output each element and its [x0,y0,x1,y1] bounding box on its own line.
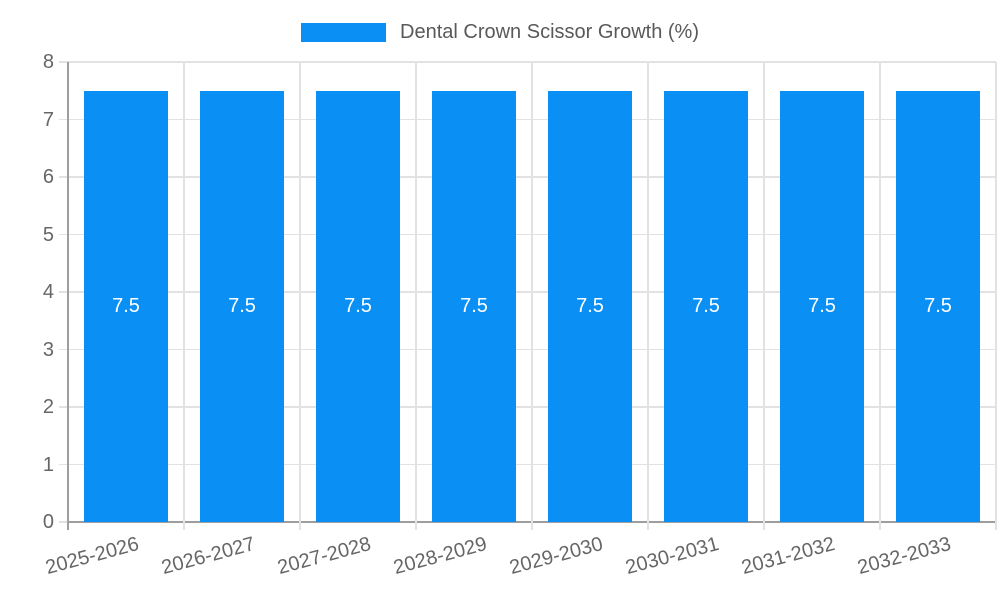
y-tick-mark [59,291,68,293]
y-tick-label: 3 [42,338,54,361]
x-tick-label: 2026-2027 [159,533,258,580]
v-gridline [299,62,301,522]
x-tick-label: 2030-2031 [623,533,722,580]
bar-value-label: 7.5 [692,294,720,317]
x-tick-mark [67,522,69,530]
bar: 7.5 [548,90,632,522]
v-gridline [183,62,185,522]
x-tick-label: 2029-2030 [507,533,606,580]
bar: 7.5 [664,90,748,522]
x-tick-mark [415,522,417,530]
y-tick-mark [59,118,68,121]
y-tick-mark [59,348,68,351]
bar-value-label: 7.5 [344,294,372,317]
y-tick-mark [59,521,68,523]
bar-value-label: 7.5 [808,294,836,317]
bar: 7.5 [896,90,980,522]
y-tick-mark [59,233,68,236]
y-tick-mark [59,176,68,178]
x-tick-mark [183,522,185,530]
chart-legend[interactable]: Dental Crown Scissor Growth (%) [0,20,1000,44]
y-tick-label: 1 [42,453,54,476]
legend-label: Dental Crown Scissor Growth (%) [400,21,699,43]
x-tick-label: 2031-2032 [739,533,838,580]
v-gridline [531,62,533,522]
x-tick-mark [299,522,301,530]
x-tick-label: 2025-2026 [43,533,142,580]
plot-area: 7.5 7.5 7.5 7.5 7.5 7.5 7.5 7.5 [59,61,997,530]
bar-value-label: 7.5 [228,294,256,317]
x-tick-label: 2032-2033 [855,533,954,580]
y-tick-label: 5 [42,223,54,246]
y-tick-label: 4 [42,281,54,303]
y-axis-line [67,62,69,522]
v-gridline [647,62,649,522]
bar-value-label: 7.5 [112,294,140,317]
x-tick-mark [763,522,765,530]
y-tick-label: 0 [42,511,54,533]
y-tick-label: 2 [42,396,54,418]
x-tick-mark [879,522,881,530]
y-tick-mark [59,463,68,466]
x-tick-mark [995,522,997,530]
v-gridline [879,62,881,522]
bar: 7.5 [200,90,284,522]
x-tick-mark [647,522,649,530]
x-tick-mark [531,522,533,530]
y-tick-label: 7 [42,108,54,131]
y-tick-label: 8 [42,51,54,73]
y-tick-mark [59,61,68,63]
y-tick-label: 6 [42,166,54,188]
bar: 7.5 [84,90,168,522]
bar-value-label: 7.5 [460,294,488,317]
x-tick-label: 2028-2029 [391,533,490,580]
bar: 7.5 [780,90,864,522]
bar: 7.5 [316,90,400,522]
y-tick-mark [59,406,68,408]
bar-value-label: 7.5 [576,294,604,317]
x-tick-label: 2027-2028 [275,533,374,580]
v-gridline [995,62,997,522]
v-gridline [763,62,765,522]
bar: 7.5 [432,90,516,522]
v-gridline [415,62,417,522]
legend-swatch-icon [301,22,387,42]
bar-value-label: 7.5 [924,294,952,317]
